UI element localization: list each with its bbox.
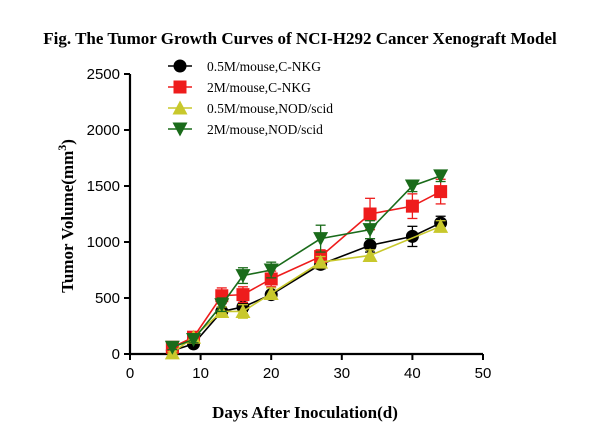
series-1 (165, 215, 448, 358)
data-point (264, 272, 278, 286)
legend-item-3: 0.5M/mouse,NOD/scid (168, 100, 333, 116)
data-point (263, 263, 279, 278)
x-axis-label: Days After Inoculation(d) (212, 403, 398, 422)
y-tick-label: 1500 (87, 178, 120, 195)
data-point (186, 332, 202, 347)
y-axis-label: Tumor Volume(mm3) (55, 139, 77, 293)
x-tick-label: 0 (126, 365, 134, 382)
series-line (172, 190, 442, 349)
data-point (433, 169, 449, 184)
legend-label: 0.5M/mouse,C-NKG (207, 59, 321, 74)
x-tick-label: 40 (404, 365, 421, 382)
legend-item-2: 2M/mouse,C-NKG (168, 80, 311, 95)
legend: 0.5M/mouse,C-NKG 2M/mouse,C-NKG 0.5M/mouse… (168, 59, 333, 137)
data-point (405, 199, 419, 213)
data-point (404, 179, 420, 194)
x-tick-label: 30 (333, 365, 350, 382)
data-point (362, 223, 378, 238)
y-tick-label: 2000 (87, 122, 120, 139)
data-point (214, 298, 230, 313)
legend-item-4: 2M/mouse,NOD/scid (168, 122, 323, 137)
data-point (433, 218, 449, 233)
series-4 (164, 169, 449, 355)
y-axis-label-main: Tumor Volume(mm (58, 151, 77, 293)
x-ticks: 0 10 20 30 40 50 (126, 354, 492, 382)
x-tick-label: 50 (475, 365, 492, 382)
legend-marker (173, 59, 187, 73)
y-ticks: 0 500 1000 1500 2000 2500 (87, 66, 130, 363)
legend-marker (172, 100, 188, 115)
y-axis-label-close: ) (58, 139, 77, 145)
legend-label: 2M/mouse,NOD/scid (207, 122, 323, 137)
data-point (236, 288, 250, 302)
y-tick-label: 500 (95, 290, 120, 307)
data-point (363, 207, 377, 221)
legend-marker (172, 122, 188, 137)
y-tick-label: 2500 (87, 66, 120, 83)
legend-label: 2M/mouse,C-NKG (207, 80, 311, 95)
data-point (313, 254, 329, 269)
data-point (434, 185, 448, 199)
data-point (235, 303, 251, 318)
data-point (263, 286, 279, 301)
x-tick-label: 20 (263, 365, 280, 382)
series-line (171, 225, 441, 354)
data-point (164, 340, 180, 355)
data-point (362, 247, 378, 262)
y-axis-label-superscript: 3 (55, 145, 69, 151)
x-tick-label: 10 (192, 365, 209, 382)
series-3 (164, 218, 449, 360)
plot-area (164, 169, 449, 360)
y-tick-label: 1000 (87, 234, 120, 251)
chart-title: Fig. The Tumor Growth Curves of NCI-H292… (43, 29, 557, 48)
data-point (313, 232, 329, 247)
legend-label: 0.5M/mouse,NOD/scid (207, 101, 333, 116)
legend-marker (173, 80, 187, 94)
axes (128, 74, 483, 356)
data-point (235, 269, 251, 284)
legend-item-1: 0.5M/mouse,C-NKG (168, 59, 321, 74)
y-tick-label: 0 (112, 346, 120, 363)
data-point (363, 238, 377, 252)
